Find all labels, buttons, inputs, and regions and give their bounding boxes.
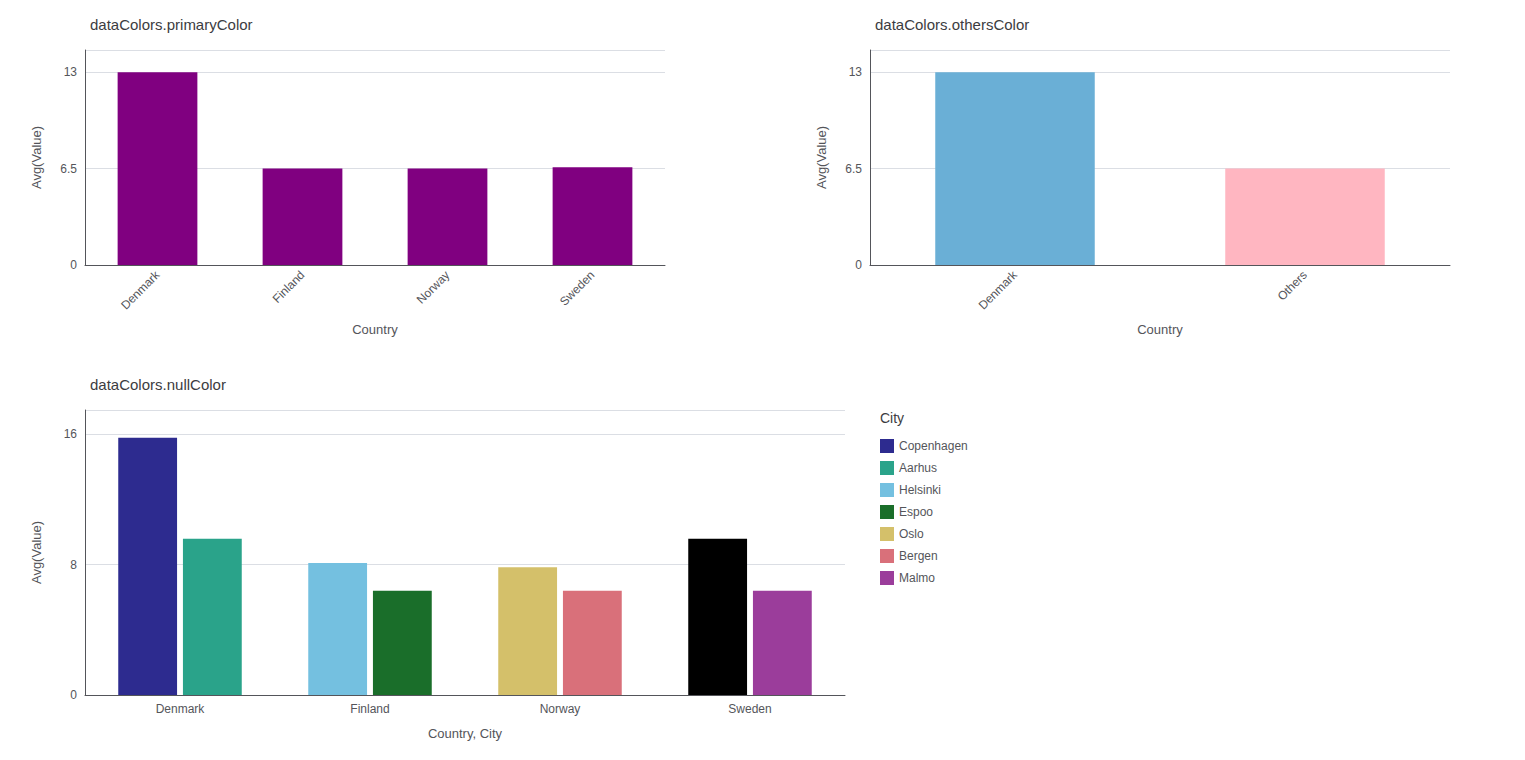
svg-text:Espoo: Espoo xyxy=(899,505,933,519)
svg-text:Finland: Finland xyxy=(270,268,308,306)
svg-text:13: 13 xyxy=(849,65,863,79)
svg-text:Bergen: Bergen xyxy=(899,549,938,563)
svg-text:dataColors.primaryColor: dataColors.primaryColor xyxy=(90,16,253,33)
svg-text:Oslo: Oslo xyxy=(899,527,924,541)
svg-text:Country: Country xyxy=(352,322,398,337)
svg-text:0: 0 xyxy=(70,258,77,272)
svg-text:Avg(Value): Avg(Value) xyxy=(29,126,44,189)
svg-text:16: 16 xyxy=(64,427,78,441)
svg-text:Avg(Value): Avg(Value) xyxy=(29,521,44,584)
svg-text:Denmark: Denmark xyxy=(118,267,163,312)
svg-text:City: City xyxy=(880,410,904,426)
svg-text:Copenhagen: Copenhagen xyxy=(899,439,968,453)
svg-text:Sweden: Sweden xyxy=(557,268,598,309)
svg-text:Denmark: Denmark xyxy=(156,702,206,716)
svg-text:Norway: Norway xyxy=(414,268,453,307)
svg-text:Malmo: Malmo xyxy=(899,571,935,585)
svg-text:Avg(Value): Avg(Value) xyxy=(814,126,829,189)
svg-text:Helsinki: Helsinki xyxy=(899,483,941,497)
svg-text:Finland: Finland xyxy=(350,702,389,716)
svg-text:8: 8 xyxy=(70,558,77,572)
svg-text:6.5: 6.5 xyxy=(60,162,77,176)
svg-text:0: 0 xyxy=(70,688,77,702)
svg-text:Aarhus: Aarhus xyxy=(899,461,937,475)
svg-text:0: 0 xyxy=(855,258,862,272)
svg-text:dataColors.nullColor: dataColors.nullColor xyxy=(90,376,226,393)
svg-text:Sweden: Sweden xyxy=(728,702,771,716)
svg-text:Others: Others xyxy=(1275,268,1310,303)
svg-text:Norway: Norway xyxy=(540,702,581,716)
svg-text:13: 13 xyxy=(64,65,78,79)
svg-text:dataColors.othersColor: dataColors.othersColor xyxy=(875,16,1029,33)
svg-text:Country, City: Country, City xyxy=(428,726,503,741)
svg-text:Denmark: Denmark xyxy=(976,267,1021,312)
svg-text:Country: Country xyxy=(1137,322,1183,337)
svg-text:6.5: 6.5 xyxy=(845,162,862,176)
